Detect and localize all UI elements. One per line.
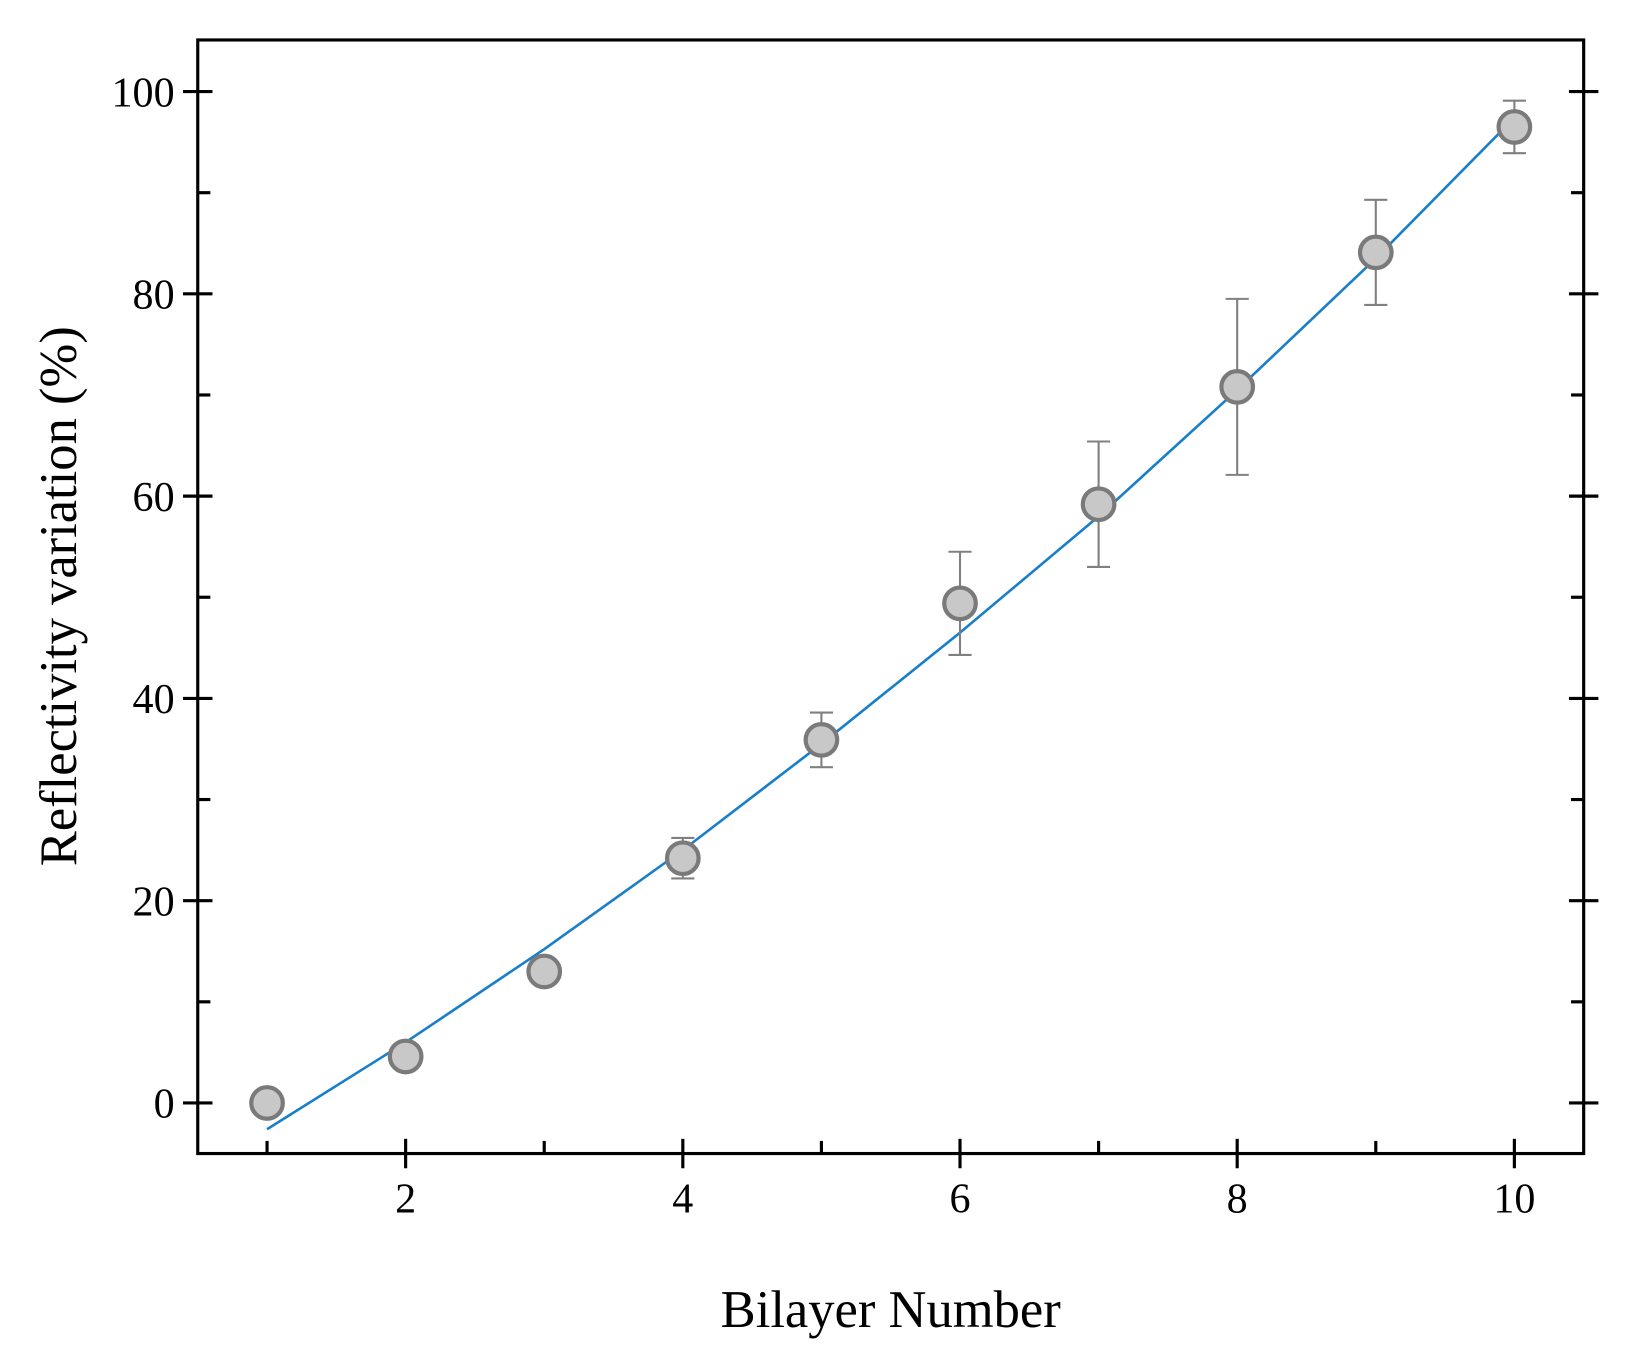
- x-tick-label: 4: [672, 1176, 693, 1222]
- x-tick-label: 2: [395, 1176, 416, 1222]
- data-point: [942, 585, 978, 622]
- data-point: [526, 953, 563, 990]
- data-point: [1357, 234, 1394, 271]
- data-point: [1080, 486, 1117, 523]
- y-tick-label: 40: [133, 677, 175, 723]
- y-tick-label: 100: [112, 70, 175, 116]
- y-axis-title: Reflectivity variation (%): [30, 326, 88, 866]
- x-tick-label: 10: [1493, 1176, 1535, 1222]
- data-point: [1496, 109, 1533, 145]
- y-tick-label: 20: [133, 879, 175, 925]
- data-point: [803, 721, 840, 758]
- data-point: [387, 1038, 424, 1075]
- x-tick-label: 6: [949, 1176, 970, 1222]
- data-point: [1219, 369, 1256, 405]
- data-point: [664, 840, 701, 877]
- x-axis-title: Bilayer Number: [721, 1281, 1062, 1339]
- data-point: [249, 1085, 285, 1121]
- x-tick-label: 8: [1227, 1176, 1248, 1222]
- y-tick-label: 0: [154, 1082, 175, 1128]
- fit-line: [266, 116, 1516, 1131]
- y-tick-label: 80: [133, 273, 175, 319]
- y-tick-label: 60: [133, 475, 175, 521]
